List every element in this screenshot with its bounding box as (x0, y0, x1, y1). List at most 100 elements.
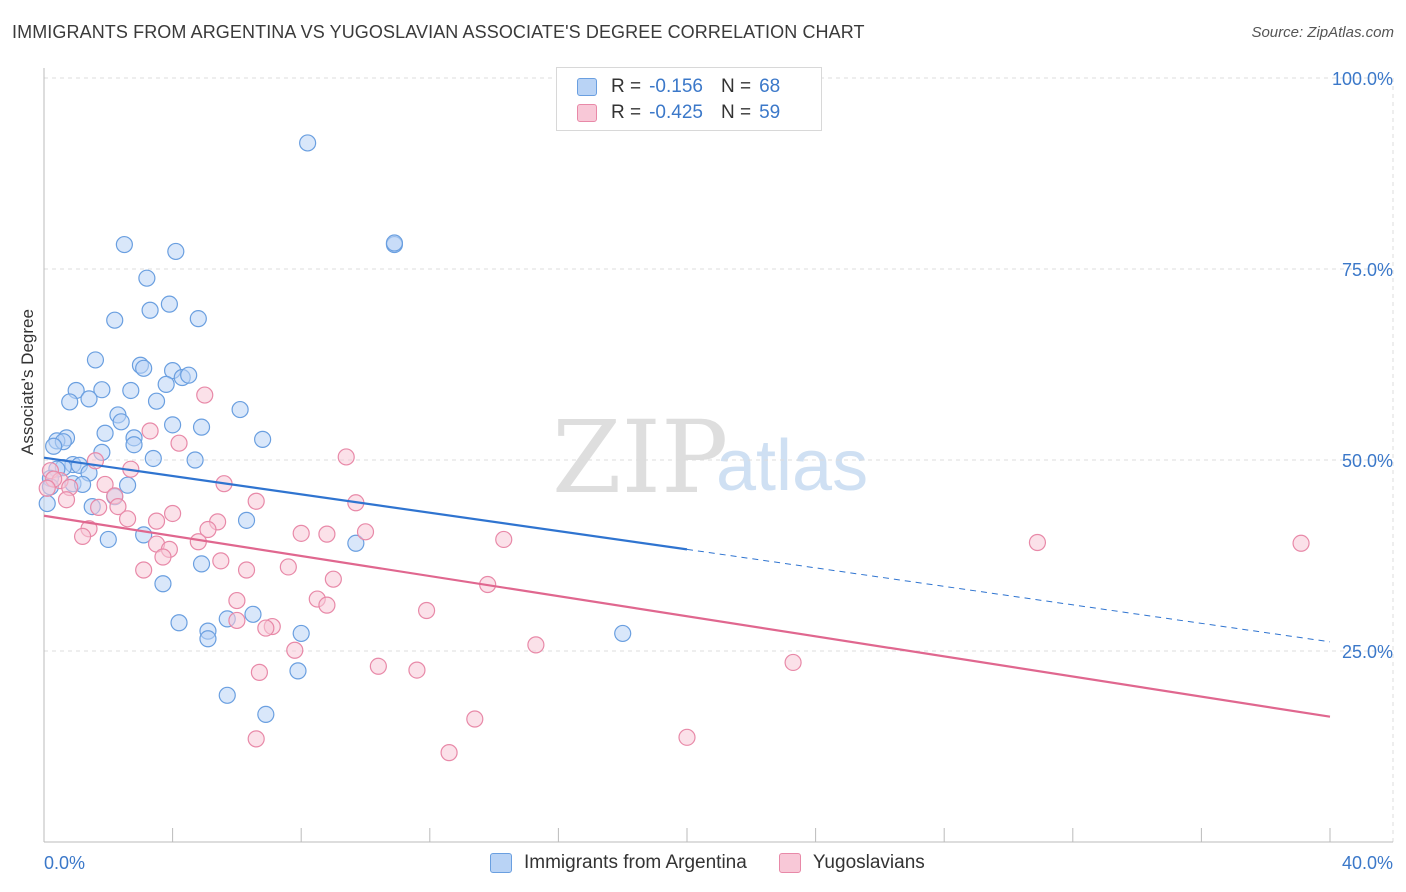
point-argentina (38, 494, 56, 513)
point-yugoslavians (170, 434, 188, 452)
point-argentina (237, 511, 256, 529)
point-yugoslavians (466, 710, 484, 728)
point-yugoslavians (250, 663, 269, 681)
point-argentina (289, 662, 307, 680)
legend-label-yugoslavians: Yugoslavians (812, 852, 925, 873)
point-yugoslavians (141, 422, 159, 440)
point-argentina (118, 476, 137, 494)
watermark-zip: ZIP (552, 399, 728, 516)
point-yugoslavians (1292, 534, 1310, 552)
point-argentina (385, 234, 404, 252)
point-argentina (154, 575, 172, 593)
point-yugoslavians (57, 491, 76, 509)
source-label: Source: ZipAtlas.com (1251, 24, 1394, 41)
point-yugoslavians (147, 512, 166, 530)
point-yugoslavians (257, 619, 275, 637)
x-tick-label: 40.0% (1342, 853, 1393, 873)
stats-box: R = -0.156 N = 68 R = -0.425 N = 59 (556, 67, 822, 131)
watermark: ZIP atlas (552, 399, 868, 516)
point-argentina (164, 416, 182, 434)
legend-item-argentina[interactable]: Immigrants from Argentina (490, 852, 747, 874)
point-yugoslavians (527, 636, 545, 654)
point-yugoslavians (286, 641, 304, 659)
point-yugoslavians (247, 492, 265, 510)
legend-item-yugoslavians[interactable]: Yugoslavians (778, 852, 925, 874)
point-argentina (80, 390, 98, 408)
point-yugoslavians (417, 601, 436, 620)
tick-labels: 25.0% 50.0% 75.0% 100.0% 0.0% 40.0% (44, 69, 1393, 873)
point-argentina (189, 310, 207, 328)
y-tick-label: 50.0% (1342, 451, 1393, 471)
point-argentina (170, 614, 188, 632)
gridlines (44, 77, 1394, 842)
point-argentina (106, 311, 124, 329)
legend-swatch-argentina (490, 853, 512, 873)
point-argentina (86, 351, 105, 369)
data-points (38, 134, 1310, 762)
point-argentina (167, 242, 185, 261)
point-yugoslavians (237, 561, 256, 579)
point-yugoslavians (228, 611, 246, 630)
point-yugoslavians (369, 657, 387, 675)
point-yugoslavians (784, 653, 802, 672)
point-yugoslavians (212, 552, 230, 570)
legend-label-argentina: Immigrants from Argentina (524, 852, 747, 873)
point-argentina (218, 686, 236, 704)
chart-title: IMMIGRANTS FROM ARGENTINA VS YUGOSLAVIAN… (12, 22, 865, 42)
point-yugoslavians (279, 558, 297, 576)
n-value: 59 (759, 102, 781, 123)
point-argentina (292, 624, 310, 643)
point-yugoslavians (1028, 533, 1047, 552)
point-yugoslavians (318, 525, 336, 543)
r-label: R = (611, 76, 642, 97)
r-label: R = (611, 102, 642, 123)
x-tick-label: 0.0% (44, 853, 85, 873)
point-yugoslavians (199, 520, 217, 539)
trend-lines (43, 456, 1331, 718)
point-yugoslavians (154, 548, 172, 566)
n-value: 68 (759, 76, 781, 97)
point-yugoslavians (96, 475, 114, 494)
point-argentina (299, 134, 317, 152)
point-argentina (254, 430, 272, 448)
point-yugoslavians (196, 386, 214, 404)
point-argentina (138, 269, 156, 287)
point-yugoslavians (90, 498, 108, 516)
point-argentina (144, 449, 162, 468)
point-yugoslavians (337, 448, 355, 466)
point-yugoslavians (164, 504, 182, 523)
point-yugoslavians (495, 530, 513, 549)
point-argentina (147, 392, 166, 410)
stats-row-argentina: R = -0.156 N = 68 (577, 75, 780, 99)
point-yugoslavians (318, 596, 336, 614)
point-argentina (61, 393, 79, 411)
point-argentina (141, 301, 159, 319)
point-yugoslavians (247, 730, 265, 748)
point-yugoslavians (38, 479, 56, 497)
n-label: N = (720, 102, 752, 123)
r-value: -0.156 (649, 76, 703, 97)
point-yugoslavians (678, 728, 696, 746)
point-yugoslavians (109, 498, 127, 516)
legend-swatch-yugoslavians (778, 853, 801, 873)
trend-extension-argentina (686, 548, 1331, 643)
y-tick-label: 25.0% (1342, 642, 1393, 662)
y-tick-label: 75.0% (1342, 260, 1393, 280)
point-argentina (192, 555, 211, 573)
point-argentina (614, 624, 632, 643)
point-yugoslavians (73, 527, 92, 546)
point-yugoslavians (228, 591, 246, 610)
r-value: -0.425 (649, 102, 703, 123)
point-yugoslavians (440, 744, 458, 762)
point-argentina (160, 295, 178, 313)
point-yugoslavians (118, 510, 137, 528)
stats-swatch-argentina (577, 78, 597, 96)
legend: Immigrants from Argentina Yugoslavians (490, 852, 957, 874)
point-argentina (231, 400, 249, 419)
point-argentina (125, 436, 143, 454)
point-argentina (180, 366, 198, 384)
trend-line-argentina (43, 456, 688, 551)
point-argentina (199, 630, 217, 648)
point-yugoslavians (356, 523, 375, 541)
